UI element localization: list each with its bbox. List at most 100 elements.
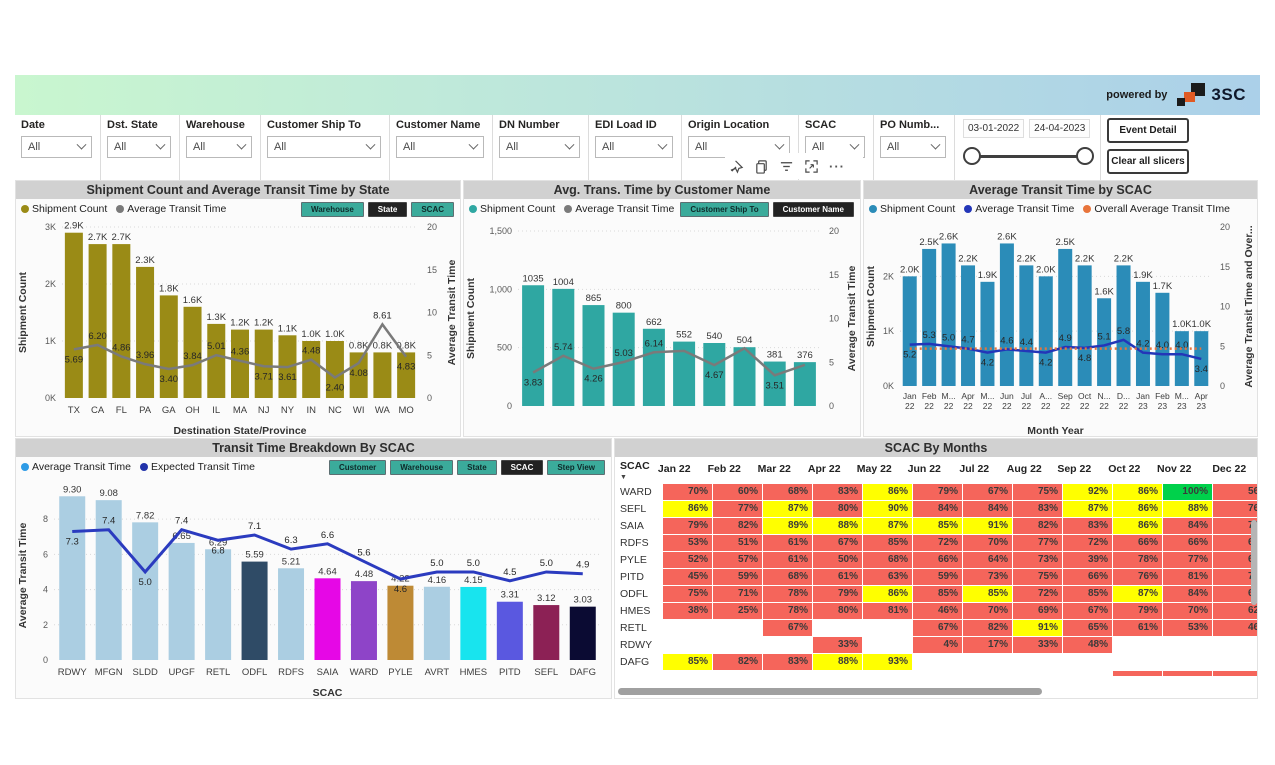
heatmap-cell[interactable]: 68%: [763, 484, 812, 500]
heatmap-cell[interactable]: 84%: [913, 501, 962, 517]
bar[interactable]: [552, 288, 575, 406]
bar[interactable]: [64, 232, 83, 398]
bar[interactable]: [612, 312, 635, 406]
heatmap-cell[interactable]: 57%: [713, 552, 762, 568]
filter-dropdown-dst-state[interactable]: All: [107, 136, 171, 158]
heatmap-cell[interactable]: 73%: [1013, 552, 1062, 568]
heatmap-cell[interactable]: 61%: [763, 535, 812, 551]
column-header-month[interactable]: Mar 22: [757, 463, 791, 475]
bar[interactable]: [1174, 331, 1189, 386]
heatmap-cell[interactable]: 73%: [963, 569, 1012, 585]
heatmap-cell[interactable]: 46%: [913, 603, 962, 619]
bar[interactable]: [95, 500, 122, 660]
bar[interactable]: [132, 522, 159, 660]
heatmap-cell[interactable]: 100%: [1163, 484, 1212, 500]
toggle-button-customer[interactable]: Customer: [328, 459, 387, 475]
filter-dropdown-customer-name[interactable]: All: [396, 136, 484, 158]
heatmap-cell[interactable]: 67%: [963, 484, 1012, 500]
copy-icon[interactable]: [754, 159, 769, 174]
bar[interactable]: [1019, 265, 1034, 386]
column-header-month[interactable]: Nov 22: [1157, 463, 1192, 475]
heatmap-cell[interactable]: 86%: [863, 484, 912, 500]
column-header-month[interactable]: Jan 22: [657, 463, 691, 475]
heatmap-cell[interactable]: 76%: [1213, 501, 1257, 517]
heatmap-cell[interactable]: 84%: [963, 501, 1012, 517]
heatmap-cell[interactable]: 48%: [1063, 637, 1112, 653]
heatmap-cell[interactable]: 87%: [863, 518, 912, 534]
heatmap-cell[interactable]: 67%: [1063, 603, 1112, 619]
heatmap-cell[interactable]: 91%: [1013, 620, 1062, 636]
date-start-value[interactable]: 03-01-2022: [963, 119, 1025, 138]
heatmap-cell[interactable]: 92%: [1063, 484, 1112, 500]
toggle-button-state[interactable]: State: [457, 459, 497, 475]
heatmap-cell[interactable]: 78%: [763, 586, 812, 602]
bar[interactable]: [1038, 276, 1053, 386]
heatmap-cell[interactable]: 78%: [1113, 552, 1162, 568]
heatmap-cell[interactable]: 67%: [813, 535, 862, 551]
heatmap-cell[interactable]: 86%: [1113, 501, 1162, 517]
heatmap-cell[interactable]: 75%: [663, 586, 712, 602]
heatmap-cell[interactable]: 88%: [1163, 501, 1212, 517]
bar[interactable]: [642, 328, 665, 406]
column-header-month[interactable]: May 22: [856, 463, 892, 475]
bar[interactable]: [159, 295, 178, 398]
heatmap-cell[interactable]: 72%: [1063, 535, 1112, 551]
heatmap-cell[interactable]: 89%: [763, 518, 812, 534]
filter-dropdown-po-numb[interactable]: All: [880, 136, 946, 158]
heatmap-cell[interactable]: 67%: [763, 620, 812, 636]
heatmap-cell[interactable]: 56%: [1213, 484, 1257, 500]
column-header-month[interactable]: Oct 22: [1108, 463, 1141, 475]
bar[interactable]: [460, 586, 487, 660]
heatmap-cell[interactable]: 66%: [913, 552, 962, 568]
column-header-month[interactable]: Jul 22: [959, 463, 990, 475]
pin-icon[interactable]: [729, 159, 744, 174]
column-header-month[interactable]: Sep 22: [1057, 463, 1092, 475]
heatmap-cell[interactable]: 91%: [963, 518, 1012, 534]
heatmap-cell[interactable]: 33%: [813, 637, 862, 653]
heatmap-cell[interactable]: 87%: [1113, 586, 1162, 602]
bar[interactable]: [168, 542, 195, 660]
heatmap-cell[interactable]: 85%: [963, 586, 1012, 602]
filter-dropdown-customer-ship-to[interactable]: All: [267, 136, 381, 158]
heatmap-cell[interactable]: 84%: [1163, 518, 1212, 534]
heatmap-cell[interactable]: 79%: [663, 518, 712, 534]
toggle-button-warehouse[interactable]: Warehouse: [300, 201, 364, 217]
bar[interactable]: [205, 549, 232, 660]
heatmap-cell[interactable]: 59%: [913, 569, 962, 585]
heatmap-cell[interactable]: 83%: [1013, 501, 1062, 517]
filter-dropdown-dn-number[interactable]: All: [499, 136, 580, 158]
heatmap-cell[interactable]: 85%: [913, 586, 962, 602]
heatmap-cell[interactable]: 66%: [1063, 569, 1112, 585]
bar[interactable]: [569, 606, 596, 660]
heatmap-cell[interactable]: 66%: [1163, 535, 1212, 551]
heatmap-cell[interactable]: 50%: [813, 552, 862, 568]
toggle-button-step-view[interactable]: Step View: [547, 459, 605, 475]
bar[interactable]: [88, 244, 107, 398]
heatmap-cell[interactable]: 82%: [963, 620, 1012, 636]
heatmap-cell[interactable]: 76%: [1113, 569, 1162, 585]
heatmap-cell[interactable]: 86%: [663, 501, 712, 517]
heatmap-cell[interactable]: 75%: [1013, 484, 1062, 500]
bar[interactable]: [59, 496, 86, 660]
heatmap-cell[interactable]: 4%: [913, 637, 962, 653]
heatmap-cell[interactable]: 80%: [813, 603, 862, 619]
heatmap-cell[interactable]: 61%: [1113, 620, 1162, 636]
toggle-button-customer-ship-to[interactable]: Customer Ship To: [680, 201, 769, 217]
bar[interactable]: [793, 362, 816, 406]
bar[interactable]: [254, 329, 273, 398]
combo-chart-by-state[interactable]: 0K 1K 2K 3K 0 5 10 15 20 2.9K 2.7K 2.7K 2.3K 1.8K 1.6K…: [16, 219, 462, 438]
bar[interactable]: [278, 568, 305, 660]
bar[interactable]: [922, 248, 937, 386]
heatmap-cell[interactable]: 79%: [913, 484, 962, 500]
heatmap-cell[interactable]: 87%: [1063, 501, 1112, 517]
heatmap-cell[interactable]: 82%: [1013, 518, 1062, 534]
heatmap-cell[interactable]: 68%: [763, 569, 812, 585]
clear-all-slicers-button[interactable]: Clear all slicers: [1107, 149, 1189, 174]
filter-icon[interactable]: [779, 159, 794, 174]
bar[interactable]: [673, 341, 696, 406]
heatmap-cell[interactable]: 87%: [763, 501, 812, 517]
heatmap-cell[interactable]: 61%: [763, 552, 812, 568]
heatmap-cell[interactable]: 82%: [713, 654, 762, 670]
heatmap-cell[interactable]: 17%: [963, 637, 1012, 653]
